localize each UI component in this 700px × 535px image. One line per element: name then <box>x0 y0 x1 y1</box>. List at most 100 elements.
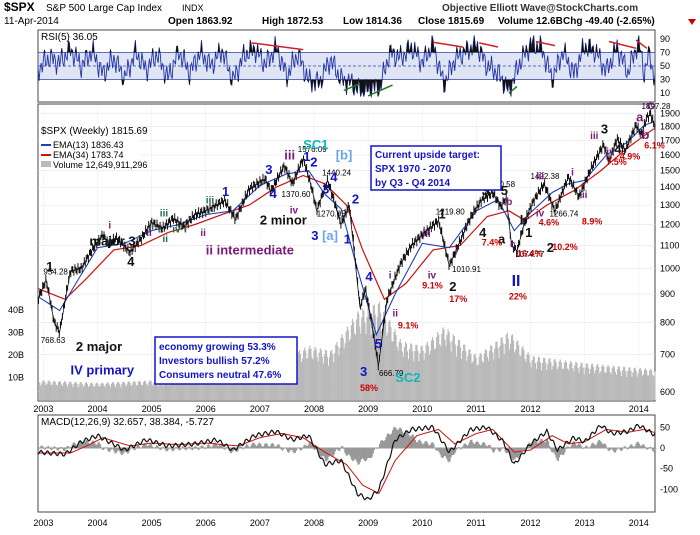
ticker-symbol: $SPX <box>4 0 35 14</box>
volume-bar <box>582 363 583 400</box>
volume-bar <box>131 386 132 400</box>
chart-date: 11-Apr-2014 <box>4 16 59 27</box>
wave-label: iii <box>160 209 169 220</box>
price-point-label: 1370.60 <box>282 190 311 199</box>
volume-bar <box>346 332 347 401</box>
wave-label: iii <box>284 148 295 163</box>
wave-label: 2 <box>352 191 359 206</box>
volume-bar <box>88 387 89 400</box>
volume-bar <box>428 346 429 401</box>
volume-bar <box>351 325 352 400</box>
price-year-label: 2003 <box>33 404 53 414</box>
volume-bar <box>40 386 41 400</box>
volume-tick-label: 10B <box>8 373 24 383</box>
macd-histogram-bar <box>456 448 457 450</box>
price-legend-ema13: EMA(13) 1836.43 <box>53 140 124 150</box>
wave-label: 5 <box>375 336 382 351</box>
macd-histogram-bar <box>433 444 434 448</box>
macd-histogram-bar <box>297 448 298 449</box>
wave-label: 5 <box>501 183 508 198</box>
volume-bar <box>643 374 644 400</box>
volume-bar <box>640 368 641 400</box>
macd-year-label: 2006 <box>196 518 216 528</box>
macd-histogram-bar <box>186 448 187 449</box>
price-tick-label: 1800 <box>660 122 680 132</box>
volume-bar <box>645 368 646 400</box>
volume-bar <box>457 346 458 400</box>
price-year-label: 2008 <box>304 404 324 414</box>
volume-bar <box>433 340 434 400</box>
percent-label: 4.9% <box>620 152 641 162</box>
volume-bar <box>330 351 331 400</box>
volume-bar <box>308 349 309 400</box>
volume-bar <box>526 355 527 400</box>
volume-bar <box>356 320 357 401</box>
volume-bar <box>568 370 569 400</box>
volume-bar <box>460 348 461 401</box>
wave-label: iii <box>536 172 545 183</box>
wave-label: 1 <box>222 184 229 199</box>
macd-histogram-bar <box>621 448 622 450</box>
target-line-3: by Q3 - Q4 2014 <box>375 178 450 189</box>
volume-bar <box>585 368 586 400</box>
volume-bar <box>149 380 150 400</box>
macd-histogram-bar <box>301 448 302 450</box>
wave-label: b <box>506 197 512 208</box>
volume-bar <box>441 334 442 400</box>
volume-bar <box>605 373 606 401</box>
macd-histogram-bar <box>131 447 132 448</box>
volume-bar <box>513 341 514 400</box>
volume-bar <box>558 367 559 400</box>
volume-bar <box>592 364 593 400</box>
volume-bar <box>146 384 147 400</box>
price-legend: $SPX (Weekly) 1815.69 EMA(13) 1836.43 EM… <box>39 125 148 170</box>
volume-bar <box>93 387 94 401</box>
price-tick-label: 1100 <box>660 240 679 250</box>
wave-label: 1 <box>46 259 53 274</box>
volume-bar <box>638 373 639 400</box>
wave-label: 4 <box>365 269 373 284</box>
price-point-label: 768.63 <box>41 336 66 345</box>
price-year-label: 2012 <box>521 404 541 414</box>
volume-bar <box>438 335 439 400</box>
macd-histogram-bar <box>342 447 343 449</box>
wave-label: 3 <box>265 162 272 177</box>
macd-histogram-bar <box>160 448 161 450</box>
sentiment-economy: economy growing 53.3% <box>159 342 276 353</box>
price-tick-label: 1200 <box>660 219 680 229</box>
volume-bar <box>57 385 58 400</box>
volume-bar <box>499 346 500 400</box>
volume-bar <box>303 351 304 400</box>
volume-bar <box>385 320 386 400</box>
volume-bar <box>81 382 82 400</box>
volume-bar <box>74 382 75 400</box>
volume-bar <box>627 371 628 400</box>
wave-label: ii <box>393 308 399 319</box>
volume-bar <box>489 351 490 400</box>
volume-bar <box>611 374 612 400</box>
volume-bar <box>539 358 540 401</box>
volume-bar <box>173 385 174 401</box>
volume-tick-label: 30B <box>8 328 24 338</box>
wave-label: 3 <box>322 181 329 196</box>
volume-bar <box>98 386 99 400</box>
rsi-tick-label: 70 <box>660 47 670 57</box>
macd-histogram-bar <box>42 447 43 448</box>
macd-histogram-bar <box>500 448 501 450</box>
volume-bar <box>107 382 108 400</box>
price-tick-label: 1600 <box>660 150 680 160</box>
wave-label: 2 <box>310 155 317 170</box>
macd-histogram-bar <box>173 448 174 451</box>
volume-bar <box>603 367 604 400</box>
volume-tick-label: 40B <box>8 305 24 315</box>
volume-bar <box>452 340 453 400</box>
volume-bar <box>518 345 519 400</box>
volume-bar <box>484 354 485 400</box>
macd-year-label: 2010 <box>412 518 432 528</box>
sentiment-investors: Investors bullish 57.2% <box>159 356 270 367</box>
price-year-label: 2009 <box>358 404 378 414</box>
volume-bar <box>544 358 545 400</box>
volume-bar <box>423 351 424 400</box>
volume-bar <box>340 338 341 400</box>
